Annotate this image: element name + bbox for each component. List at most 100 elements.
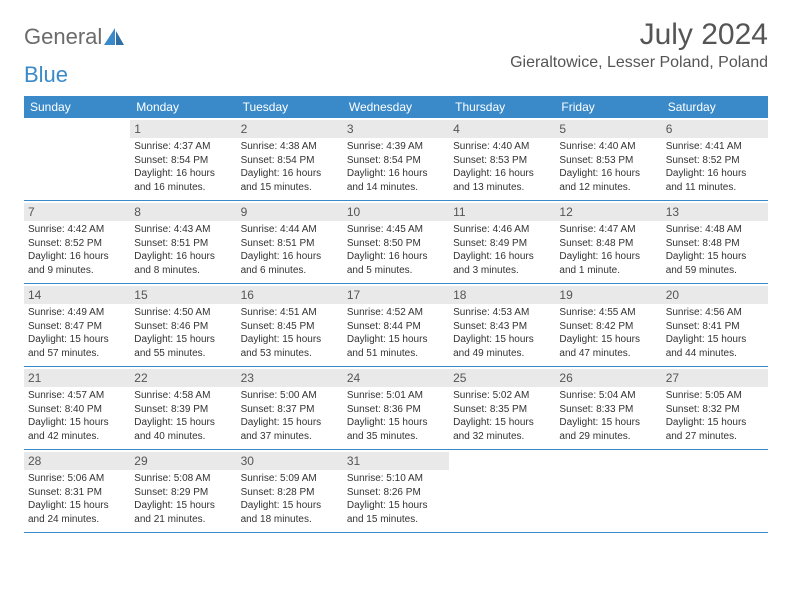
day-details: Sunrise: 4:49 AMSunset: 8:47 PMDaylight:…: [28, 306, 126, 360]
day-cell: 3 Sunrise: 4:39 AMSunset: 8:54 PMDaylight…: [343, 118, 449, 201]
day-cell: 27 Sunrise: 5:05 AMSunset: 8:32 PMDayligh…: [662, 367, 768, 450]
logo: General: [24, 18, 126, 50]
day-number: 29: [130, 452, 236, 470]
day-number: 13: [662, 203, 768, 221]
day-header: Tuesday: [237, 96, 343, 118]
day-cell: 8 Sunrise: 4:43 AMSunset: 8:51 PMDaylight…: [130, 201, 236, 284]
day-details: Sunrise: 4:41 AMSunset: 8:52 PMDaylight:…: [666, 140, 764, 194]
day-cell: 9 Sunrise: 4:44 AMSunset: 8:51 PMDaylight…: [237, 201, 343, 284]
day-cell: 14 Sunrise: 4:49 AMSunset: 8:47 PMDayligh…: [24, 284, 130, 367]
day-details: Sunrise: 4:46 AMSunset: 8:49 PMDaylight:…: [453, 223, 551, 277]
day-details: Sunrise: 4:45 AMSunset: 8:50 PMDaylight:…: [347, 223, 445, 277]
day-number: 27: [662, 369, 768, 387]
day-cell: 2 Sunrise: 4:38 AMSunset: 8:54 PMDaylight…: [237, 118, 343, 201]
day-details: Sunrise: 4:57 AMSunset: 8:40 PMDaylight:…: [28, 389, 126, 443]
day-cell: 29 Sunrise: 5:08 AMSunset: 8:29 PMDayligh…: [130, 450, 236, 533]
day-details: Sunrise: 5:10 AMSunset: 8:26 PMDaylight:…: [347, 472, 445, 526]
day-cell: 12Sunrise: 4:47 AMSunset: 8:48 PMDayligh…: [555, 201, 661, 284]
day-cell: [24, 118, 130, 201]
day-number: 28: [24, 452, 130, 470]
day-cell: 30Sunrise: 5:09 AMSunset: 8:28 PMDayligh…: [237, 450, 343, 533]
day-header: Wednesday: [343, 96, 449, 118]
day-details: Sunrise: 4:40 AMSunset: 8:53 PMDaylight:…: [559, 140, 657, 194]
day-details: Sunrise: 4:51 AMSunset: 8:45 PMDaylight:…: [241, 306, 339, 360]
day-cell: 20Sunrise: 4:56 AMSunset: 8:41 PMDayligh…: [662, 284, 768, 367]
day-number: 15: [130, 286, 236, 304]
day-number: 10: [343, 203, 449, 221]
day-details: Sunrise: 5:08 AMSunset: 8:29 PMDaylight:…: [134, 472, 232, 526]
day-details: Sunrise: 5:02 AMSunset: 8:35 PMDaylight:…: [453, 389, 551, 443]
day-details: Sunrise: 4:48 AMSunset: 8:48 PMDaylight:…: [666, 223, 764, 277]
day-details: Sunrise: 4:47 AMSunset: 8:48 PMDaylight:…: [559, 223, 657, 277]
day-number: 18: [449, 286, 555, 304]
day-number: 11: [449, 203, 555, 221]
day-cell: 10 Sunrise: 4:45 AMSunset: 8:50 PMDayligh…: [343, 201, 449, 284]
day-number: 8: [130, 203, 236, 221]
day-number: 19: [555, 286, 661, 304]
day-details: Sunrise: 4:42 AMSunset: 8:52 PMDaylight:…: [28, 223, 126, 277]
day-details: Sunrise: 5:00 AMSunset: 8:37 PMDaylight:…: [241, 389, 339, 443]
day-cell: [662, 450, 768, 533]
day-number: 21: [24, 369, 130, 387]
day-number: 23: [237, 369, 343, 387]
day-cell: 23 Sunrise: 5:00 AMSunset: 8:37 PMDayligh…: [237, 367, 343, 450]
day-cell: 19 Sunrise: 4:55 AMSunset: 8:42 PMDayligh…: [555, 284, 661, 367]
day-details: Sunrise: 4:53 AMSunset: 8:43 PMDaylight:…: [453, 306, 551, 360]
location-text: Gieraltowice, Lesser Poland, Poland: [510, 54, 768, 72]
day-number: 3: [343, 120, 449, 138]
day-details: Sunrise: 4:44 AMSunset: 8:51 PMDaylight:…: [241, 223, 339, 277]
day-number: 25: [449, 369, 555, 387]
day-number: 7: [24, 203, 130, 221]
day-cell: 5Sunrise: 4:40 AMSunset: 8:53 PMDaylight…: [555, 118, 661, 201]
day-cell: 28 Sunrise: 5:06 AMSunset: 8:31 PMDayligh…: [24, 450, 130, 533]
day-cell: 31 Sunrise: 5:10 AMSunset: 8:26 PMDayligh…: [343, 450, 449, 533]
day-cell: 11 Sunrise: 4:46 AMSunset: 8:49 PMDayligh…: [449, 201, 555, 284]
day-number: 6: [662, 120, 768, 138]
day-details: Sunrise: 4:55 AMSunset: 8:42 PMDaylight:…: [559, 306, 657, 360]
logo-text-general: General: [24, 24, 102, 50]
day-number: 1: [130, 120, 236, 138]
day-details: Sunrise: 4:52 AMSunset: 8:44 PMDaylight:…: [347, 306, 445, 360]
day-details: Sunrise: 4:43 AMSunset: 8:51 PMDaylight:…: [134, 223, 232, 277]
day-cell: 7 Sunrise: 4:42 AMSunset: 8:52 PMDaylight…: [24, 201, 130, 284]
calendar-table: SundayMondayTuesdayWednesdayThursdayFrid…: [24, 96, 768, 533]
day-number: 26: [555, 369, 661, 387]
day-details: Sunrise: 4:58 AMSunset: 8:39 PMDaylight:…: [134, 389, 232, 443]
week-row: 7 Sunrise: 4:42 AMSunset: 8:52 PMDaylight…: [24, 201, 768, 284]
day-number: 20: [662, 286, 768, 304]
day-details: Sunrise: 5:01 AMSunset: 8:36 PMDaylight:…: [347, 389, 445, 443]
day-cell: [555, 450, 661, 533]
day-cell: 21 Sunrise: 4:57 AMSunset: 8:40 PMDayligh…: [24, 367, 130, 450]
day-number: 16: [237, 286, 343, 304]
day-cell: 13 Sunrise: 4:48 AMSunset: 8:48 PMDayligh…: [662, 201, 768, 284]
day-number: 4: [449, 120, 555, 138]
day-header: Thursday: [449, 96, 555, 118]
day-cell: 6 Sunrise: 4:41 AMSunset: 8:52 PMDaylight…: [662, 118, 768, 201]
week-row: 1Sunrise: 4:37 AMSunset: 8:54 PMDaylight…: [24, 118, 768, 201]
day-details: Sunrise: 5:05 AMSunset: 8:32 PMDaylight:…: [666, 389, 764, 443]
day-number: 24: [343, 369, 449, 387]
day-number: 2: [237, 120, 343, 138]
day-number: 31: [343, 452, 449, 470]
month-title: July 2024: [510, 18, 768, 52]
day-details: Sunrise: 4:39 AMSunset: 8:54 PMDaylight:…: [347, 140, 445, 194]
week-row: 21 Sunrise: 4:57 AMSunset: 8:40 PMDayligh…: [24, 367, 768, 450]
day-cell: 4 Sunrise: 4:40 AMSunset: 8:53 PMDaylight…: [449, 118, 555, 201]
week-row: 28 Sunrise: 5:06 AMSunset: 8:31 PMDayligh…: [24, 450, 768, 533]
day-header: Sunday: [24, 96, 130, 118]
logo-sail-icon: [104, 28, 126, 46]
day-number: 9: [237, 203, 343, 221]
day-details: Sunrise: 4:40 AMSunset: 8:53 PMDaylight:…: [453, 140, 551, 194]
day-cell: 18 Sunrise: 4:53 AMSunset: 8:43 PMDayligh…: [449, 284, 555, 367]
day-number: 30: [237, 452, 343, 470]
day-number: 14: [24, 286, 130, 304]
day-number: 17: [343, 286, 449, 304]
day-cell: [449, 450, 555, 533]
logo-text-blue: Blue: [24, 62, 68, 88]
day-details: Sunrise: 4:38 AMSunset: 8:54 PMDaylight:…: [241, 140, 339, 194]
day-cell: 17 Sunrise: 4:52 AMSunset: 8:44 PMDayligh…: [343, 284, 449, 367]
day-header: Saturday: [662, 96, 768, 118]
day-cell: 15Sunrise: 4:50 AMSunset: 8:46 PMDayligh…: [130, 284, 236, 367]
day-details: Sunrise: 5:06 AMSunset: 8:31 PMDaylight:…: [28, 472, 126, 526]
day-details: Sunrise: 5:04 AMSunset: 8:33 PMDaylight:…: [559, 389, 657, 443]
